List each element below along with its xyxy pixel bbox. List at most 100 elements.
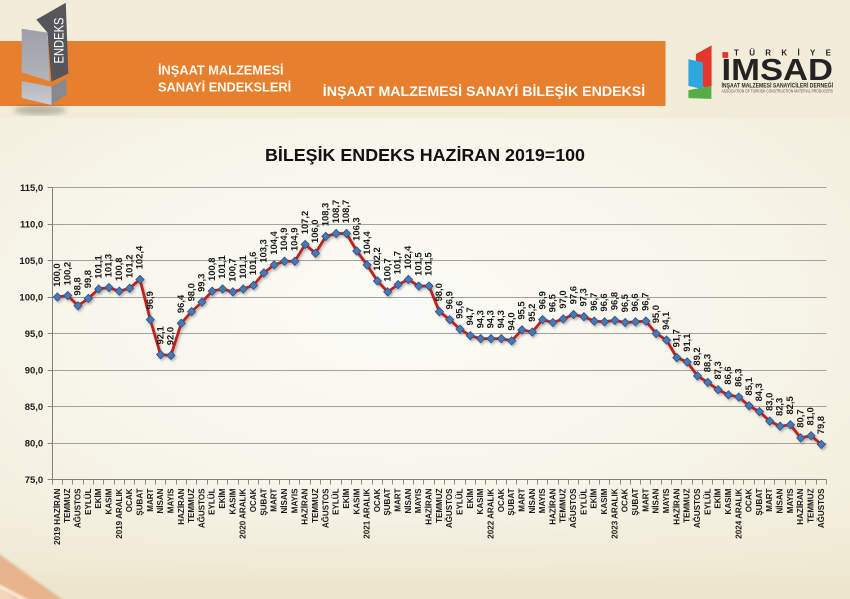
svg-text:KASIM: KASIM <box>104 488 113 514</box>
svg-text:97,3: 97,3 <box>578 288 589 306</box>
svg-text:99,8: 99,8 <box>82 270 93 288</box>
svg-text:TEMMUZ: TEMMUZ <box>807 488 816 523</box>
svg-text:94,3: 94,3 <box>485 310 496 328</box>
svg-text:HAZİRAN: HAZİRAN <box>425 488 434 524</box>
svg-text:MAYIS: MAYIS <box>414 488 423 513</box>
svg-text:AĞUSTOS: AĞUSTOS <box>74 488 83 528</box>
svg-text:2019 HAZİRAN: 2019 HAZİRAN <box>53 488 62 545</box>
svg-text:103,3: 103,3 <box>258 239 269 262</box>
svg-text:EKİM: EKİM <box>218 488 227 508</box>
svg-text:102,4: 102,4 <box>134 245 145 269</box>
svg-text:ŞUBAT: ŞUBAT <box>259 488 268 515</box>
svg-text:TEMMUZ: TEMMUZ <box>559 488 568 523</box>
svg-text:SANAYİ ENDEKSLERİ: SANAYİ ENDEKSLERİ <box>158 80 291 95</box>
svg-text:TEMMUZ: TEMMUZ <box>187 488 196 523</box>
svg-text:96,9: 96,9 <box>536 291 547 309</box>
svg-text:ASSOCIATION OF TURKISH CONSTRU: ASSOCIATION OF TURKISH CONSTRUCTION MATE… <box>722 89 834 94</box>
svg-text:MART: MART <box>517 488 526 511</box>
svg-text:TEMMUZ: TEMMUZ <box>435 488 444 522</box>
svg-text:86,3: 86,3 <box>732 369 743 387</box>
svg-text:MAYIS: MAYIS <box>786 488 795 513</box>
svg-text:2023 ARALIK: 2023 ARALIK <box>610 488 619 538</box>
svg-text:101,5: 101,5 <box>423 252 434 275</box>
svg-text:2024 ARALIK: 2024 ARALIK <box>734 488 743 538</box>
svg-text:EYLÜL: EYLÜL <box>456 488 465 514</box>
svg-text:98,8: 98,8 <box>72 277 83 295</box>
svg-text:79,8: 79,8 <box>815 416 826 434</box>
svg-text:106,0: 106,0 <box>309 220 320 243</box>
svg-text:101,5: 101,5 <box>412 252 423 275</box>
svg-text:100,2: 100,2 <box>61 262 72 285</box>
svg-text:107,2: 107,2 <box>299 211 310 234</box>
svg-text:101,1: 101,1 <box>92 255 103 278</box>
svg-text:96,8: 96,8 <box>609 292 620 310</box>
svg-text:96,6: 96,6 <box>598 293 609 311</box>
svg-text:ŞUBAT: ŞUBAT <box>631 488 640 515</box>
svg-text:EYLÜL: EYLÜL <box>703 488 712 514</box>
svg-text:100,8: 100,8 <box>206 257 217 280</box>
svg-text:101,1: 101,1 <box>216 255 227 278</box>
svg-text:94,1: 94,1 <box>660 312 671 330</box>
svg-text:80,0: 80,0 <box>25 438 44 449</box>
svg-text:TEMMUZ: TEMMUZ <box>683 488 692 523</box>
svg-text:104,9: 104,9 <box>278 228 289 251</box>
svg-text:2020 ARALIK: 2020 ARALIK <box>239 488 248 538</box>
svg-text:80,7: 80,7 <box>794 409 805 427</box>
svg-text:101,2: 101,2 <box>123 255 134 278</box>
svg-text:AĞUSTOS: AĞUSTOS <box>693 488 702 528</box>
svg-text:95,0: 95,0 <box>650 305 661 323</box>
svg-text:82,3: 82,3 <box>774 398 785 416</box>
svg-text:100,8: 100,8 <box>113 257 124 280</box>
svg-text:AĞUSTOS: AĞUSTOS <box>445 488 454 528</box>
svg-text:MAYIS: MAYIS <box>538 488 547 513</box>
svg-text:NİSAN: NİSAN <box>404 488 413 513</box>
svg-text:MART: MART <box>394 488 403 511</box>
svg-text:NİSAN: NİSAN <box>528 488 537 513</box>
svg-text:KASIM: KASIM <box>476 488 485 514</box>
svg-text:96,4: 96,4 <box>175 294 186 313</box>
svg-text:99,3: 99,3 <box>196 274 207 292</box>
svg-text:KASIM: KASIM <box>352 488 361 514</box>
svg-text:IMSAD: IMSAD <box>722 53 834 87</box>
svg-text:2019 ARALIK: 2019 ARALIK <box>115 488 124 538</box>
svg-text:96,9: 96,9 <box>443 291 454 309</box>
svg-text:85,1: 85,1 <box>743 377 754 395</box>
svg-text:85,0: 85,0 <box>25 402 44 413</box>
svg-text:OCAK: OCAK <box>745 488 754 512</box>
svg-text:96,7: 96,7 <box>640 293 651 311</box>
svg-text:102,2: 102,2 <box>371 247 382 270</box>
svg-text:KASIM: KASIM <box>228 488 237 514</box>
svg-text:94,3: 94,3 <box>495 310 506 328</box>
svg-text:AĞUSTOS: AĞUSTOS <box>321 488 330 528</box>
svg-text:87,3: 87,3 <box>712 361 723 379</box>
svg-text:EYLÜL: EYLÜL <box>84 488 93 514</box>
svg-text:HAZİRAN: HAZİRAN <box>301 488 310 524</box>
svg-text:102,4: 102,4 <box>402 245 413 269</box>
svg-text:OCAK: OCAK <box>249 488 258 512</box>
svg-text:MART: MART <box>270 488 279 511</box>
svg-text:97,0: 97,0 <box>557 290 568 308</box>
svg-text:KASIM: KASIM <box>724 488 733 514</box>
svg-text:TÜRKİYE: TÜRKİYE <box>734 49 832 58</box>
svg-text:NİSAN: NİSAN <box>156 488 165 513</box>
svg-text:NİSAN: NİSAN <box>652 488 661 513</box>
svg-text:EYLÜL: EYLÜL <box>579 488 588 514</box>
svg-text:105,0: 105,0 <box>19 256 43 267</box>
svg-text:88,3: 88,3 <box>701 354 712 372</box>
svg-text:MAYIS: MAYIS <box>290 488 299 513</box>
svg-text:HAZİRAN: HAZİRAN <box>548 488 557 524</box>
svg-text:104,4: 104,4 <box>268 230 279 254</box>
svg-text:EKİM: EKİM <box>714 488 723 508</box>
svg-text:92,1: 92,1 <box>154 326 165 344</box>
svg-text:90,0: 90,0 <box>25 365 44 376</box>
svg-text:84,3: 84,3 <box>753 383 764 401</box>
svg-text:95,6: 95,6 <box>454 301 465 319</box>
svg-text:106,3: 106,3 <box>350 217 361 240</box>
svg-text:OCAK: OCAK <box>497 488 506 512</box>
svg-text:91,1: 91,1 <box>681 334 692 352</box>
svg-text:ŞUBAT: ŞUBAT <box>383 488 392 515</box>
svg-text:İNŞAAT MALZEMESİ SANAYİCİLERİ: İNŞAAT MALZEMESİ SANAYİCİLERİ DERNEĞİ <box>722 80 834 89</box>
svg-text:115,0: 115,0 <box>20 183 43 194</box>
svg-text:98,0: 98,0 <box>185 283 196 301</box>
svg-text:95,0: 95,0 <box>25 329 44 340</box>
